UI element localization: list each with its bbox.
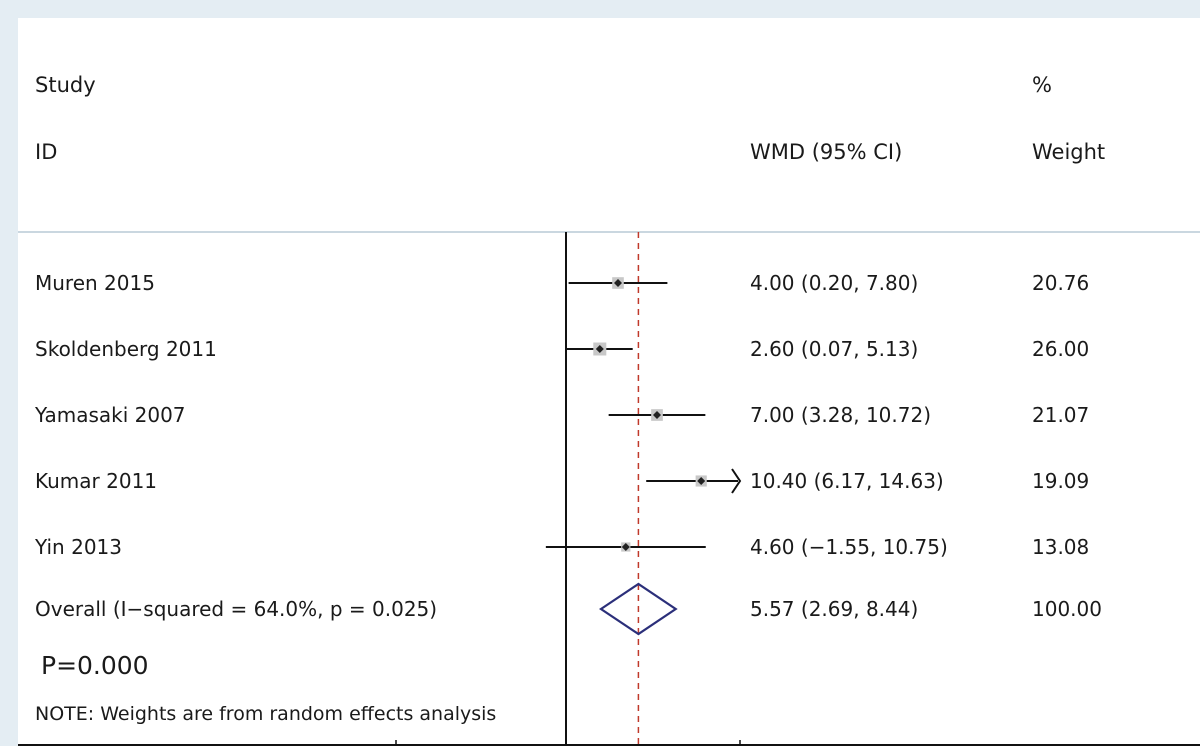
forest-plot: Study ID WMD (95% CI) % Weight Muren 201… [18, 73, 1200, 746]
header-study: Study [35, 73, 96, 97]
overall-ci-text: 5.57 (2.69, 8.44) [750, 597, 918, 621]
overall-weight-text: 100.00 [1032, 597, 1102, 621]
study-ci-text: 4.60 (−1.55, 10.75) [750, 535, 948, 559]
study-ci-text: 4.00 (0.20, 7.80) [750, 271, 918, 295]
study-weight-text: 19.09 [1032, 469, 1089, 493]
header-percent: % [1032, 73, 1052, 97]
study-ci-text: 10.40 (6.17, 14.63) [750, 469, 944, 493]
p-value: P=0.000 [41, 651, 149, 680]
study-label: Yamasaki 2007 [34, 403, 186, 427]
study-weight-text: 13.08 [1032, 535, 1089, 559]
header-weight: Weight [1032, 140, 1105, 164]
point-estimate [614, 279, 622, 287]
study-ci-text: 7.00 (3.28, 10.72) [750, 403, 931, 427]
study-ci-text: 2.60 (0.07, 5.13) [750, 337, 918, 361]
overall-label: Overall (I−squared = 64.0%, p = 0.025) [35, 597, 437, 621]
study-label: Skoldenberg 2011 [35, 337, 217, 361]
study-weight-text: 26.00 [1032, 337, 1089, 361]
study-weight-text: 21.07 [1032, 403, 1089, 427]
study-label: Kumar 2011 [35, 469, 157, 493]
point-estimate [697, 477, 706, 485]
study-label: Yin 2013 [34, 535, 122, 559]
header-id: ID [35, 140, 57, 164]
study-label: Muren 2015 [35, 271, 155, 295]
study-weight-text: 20.76 [1032, 271, 1089, 295]
forest-plot-panel: Study ID WMD (95% CI) % Weight Muren 201… [18, 18, 1200, 746]
header-effect: WMD (95% CI) [750, 140, 902, 164]
footnote: NOTE: Weights are from random effects an… [35, 703, 496, 725]
overall-diamond [598, 582, 678, 636]
point-estimate [653, 411, 661, 419]
point-estimate [595, 345, 604, 353]
point-estimate [621, 543, 630, 551]
ci-arrow [731, 468, 742, 494]
